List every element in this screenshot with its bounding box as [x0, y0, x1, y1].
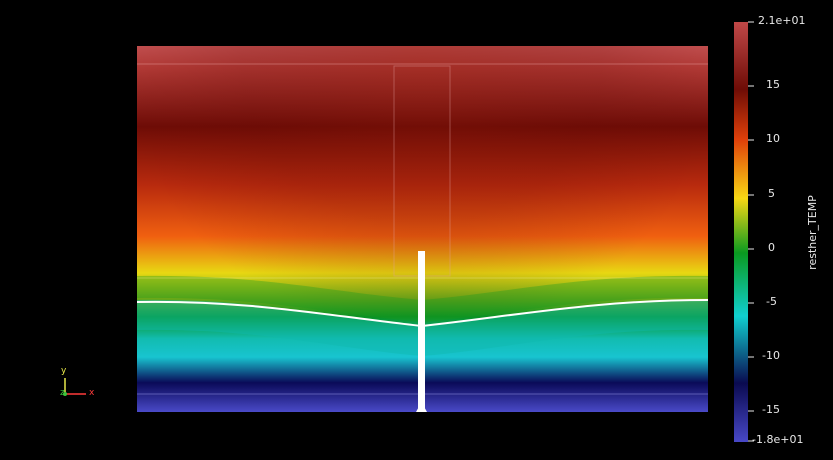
y-axis-label: y — [61, 366, 67, 376]
colorbar-tick-label: -5 — [766, 295, 777, 308]
colorbar-tick-label: -15 — [762, 403, 780, 416]
colorbar-tick-label: 15 — [766, 78, 780, 91]
colorbar-title: resther_TEMP — [805, 195, 819, 270]
colorbar-tick-label: 0 — [768, 241, 775, 254]
probe-base — [416, 402, 427, 412]
colorbar-tick-label: 5 — [768, 187, 775, 200]
colorbar — [734, 22, 748, 442]
orientation-axes[interactable] — [63, 378, 86, 396]
colorbar-tick-label: 10 — [766, 132, 780, 145]
probe-bar — [418, 251, 425, 411]
x-axis-label: x — [89, 388, 95, 398]
colorbar-ticks — [748, 21, 754, 442]
z-axis-dot — [63, 392, 67, 396]
colorbar-tick-label: -10 — [762, 349, 780, 362]
colorbar-tick-label: -1.8e+01 — [752, 433, 804, 446]
temperature-field — [137, 46, 708, 412]
z-axis-label: z — [60, 388, 65, 398]
colorbar-tick-label: 2.1e+01 — [758, 14, 806, 27]
